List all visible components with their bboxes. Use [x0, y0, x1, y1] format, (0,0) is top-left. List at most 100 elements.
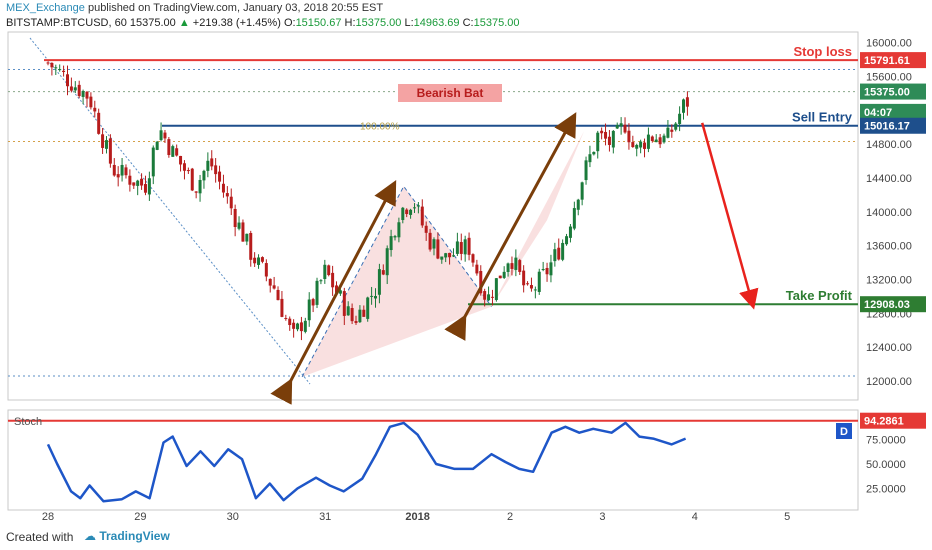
candles: [46, 61, 689, 341]
candle-body: [436, 239, 440, 259]
candle-body: [120, 164, 124, 176]
annotations: Stop loss Sell Entry Take Profit 100.00% Bea…: [270, 44, 853, 405]
candle-body: [541, 269, 545, 271]
candle-body: [545, 267, 549, 275]
candle-body: [229, 196, 233, 209]
price-chart[interactable]: Stop loss Sell Entry Take Profit 100.00% Bea…: [0, 0, 932, 522]
candle-body: [128, 175, 132, 185]
candle-body: [494, 278, 498, 300]
low-label: L:: [404, 17, 414, 29]
high-label: H:: [344, 17, 356, 29]
stoch-value-tag-bg: [860, 412, 926, 429]
candle-body: [518, 260, 522, 272]
pattern-triangle-bcd: [491, 131, 584, 307]
price-tick: 14800.00: [866, 139, 912, 151]
candle-body: [257, 257, 261, 265]
candle-body: [553, 249, 557, 262]
candle-body: [393, 236, 397, 238]
candle-body: [245, 233, 249, 242]
stoch-d-label: D: [840, 426, 848, 438]
tradingview-logo[interactable]: ☁ TradingView: [84, 529, 170, 543]
candle-body: [506, 263, 510, 273]
price-tick: 13600.00: [866, 241, 912, 253]
brand-name: TradingView: [99, 529, 170, 543]
last-price-tag-bg: [860, 83, 926, 100]
candle-body: [526, 283, 530, 285]
candle-body: [358, 309, 362, 323]
candle-body: [498, 275, 502, 279]
candle-body: [502, 271, 506, 278]
candle-body: [46, 62, 50, 64]
candle-body: [264, 263, 268, 277]
price-change: +219.38 (+1.45%): [192, 17, 281, 29]
close-label: C:: [462, 17, 474, 29]
candle-body: [381, 270, 385, 275]
candle-body: [611, 130, 615, 148]
candle-body: [685, 97, 689, 107]
sell-entry-price-tag: 15016.17: [864, 121, 910, 133]
stoch-tick: 50.0000: [866, 459, 906, 471]
candle-body: [643, 142, 647, 149]
price-tick: 12400.00: [866, 342, 912, 354]
candle-body: [471, 254, 475, 263]
candle-body: [104, 140, 108, 149]
candle-body: [666, 127, 670, 138]
stoch-line: [46, 421, 687, 503]
candle-body: [428, 232, 432, 250]
candle-body: [50, 62, 54, 68]
countdown-tag: 04:07: [864, 107, 892, 119]
take-profit-price-tag-bg: [860, 296, 926, 313]
candle-body: [342, 291, 346, 316]
impulse-arrow-1: [444, 112, 577, 341]
candle-body: [650, 136, 654, 141]
low-value: 14963.69: [413, 17, 460, 29]
candle-body: [565, 236, 569, 245]
time-tick: 4: [692, 511, 698, 522]
pattern-triangle-xab: [302, 186, 492, 377]
candle-body: [366, 297, 370, 319]
candle-body: [374, 296, 378, 299]
candle-body: [549, 262, 553, 276]
candle-body: [510, 263, 514, 269]
candle-body: [405, 209, 409, 215]
candle-body: [467, 237, 471, 255]
candle-body: [459, 242, 463, 254]
candle-body: [206, 160, 210, 171]
candle-body: [409, 209, 413, 215]
candle-body: [319, 280, 323, 282]
publish-info: MEX_Exchange published on TradingView.co…: [6, 2, 383, 14]
up-triangle-icon: ▲: [178, 17, 190, 29]
candle-body: [58, 69, 62, 71]
candle-body: [132, 182, 136, 186]
stoch-label: Stoch: [14, 416, 42, 428]
time-tick: 3: [599, 511, 605, 522]
candle-body: [674, 123, 678, 130]
candle-body: [241, 222, 245, 242]
close-value: 15375.00: [473, 17, 520, 29]
candle-body: [646, 134, 650, 149]
candle-body: [385, 248, 389, 276]
open-label: O:: [283, 17, 296, 29]
candle-body: [568, 226, 572, 238]
candle-body: [475, 264, 479, 274]
chart-header: MEX_Exchange published on TradingView.co…: [0, 0, 932, 32]
candle-body: [85, 91, 89, 99]
candle-body: [54, 67, 58, 69]
price-tick: 12000.00: [866, 376, 912, 388]
candle-body: [487, 294, 491, 301]
candle-body: [682, 99, 686, 113]
candle-body: [218, 171, 222, 182]
candle-body: [221, 183, 225, 193]
candle-body: [214, 165, 218, 175]
candle-body: [101, 134, 105, 148]
candle-body: [136, 180, 140, 186]
candle-body: [69, 86, 73, 91]
candle-body: [190, 168, 194, 191]
candle-body: [124, 167, 128, 176]
high-value: 15375.00: [355, 17, 402, 29]
time-tick: 29: [134, 511, 146, 522]
candle-body: [420, 206, 424, 226]
author-link[interactable]: MEX_Exchange: [6, 2, 85, 14]
time-tick: 28: [42, 511, 54, 522]
candle-body: [89, 96, 93, 108]
